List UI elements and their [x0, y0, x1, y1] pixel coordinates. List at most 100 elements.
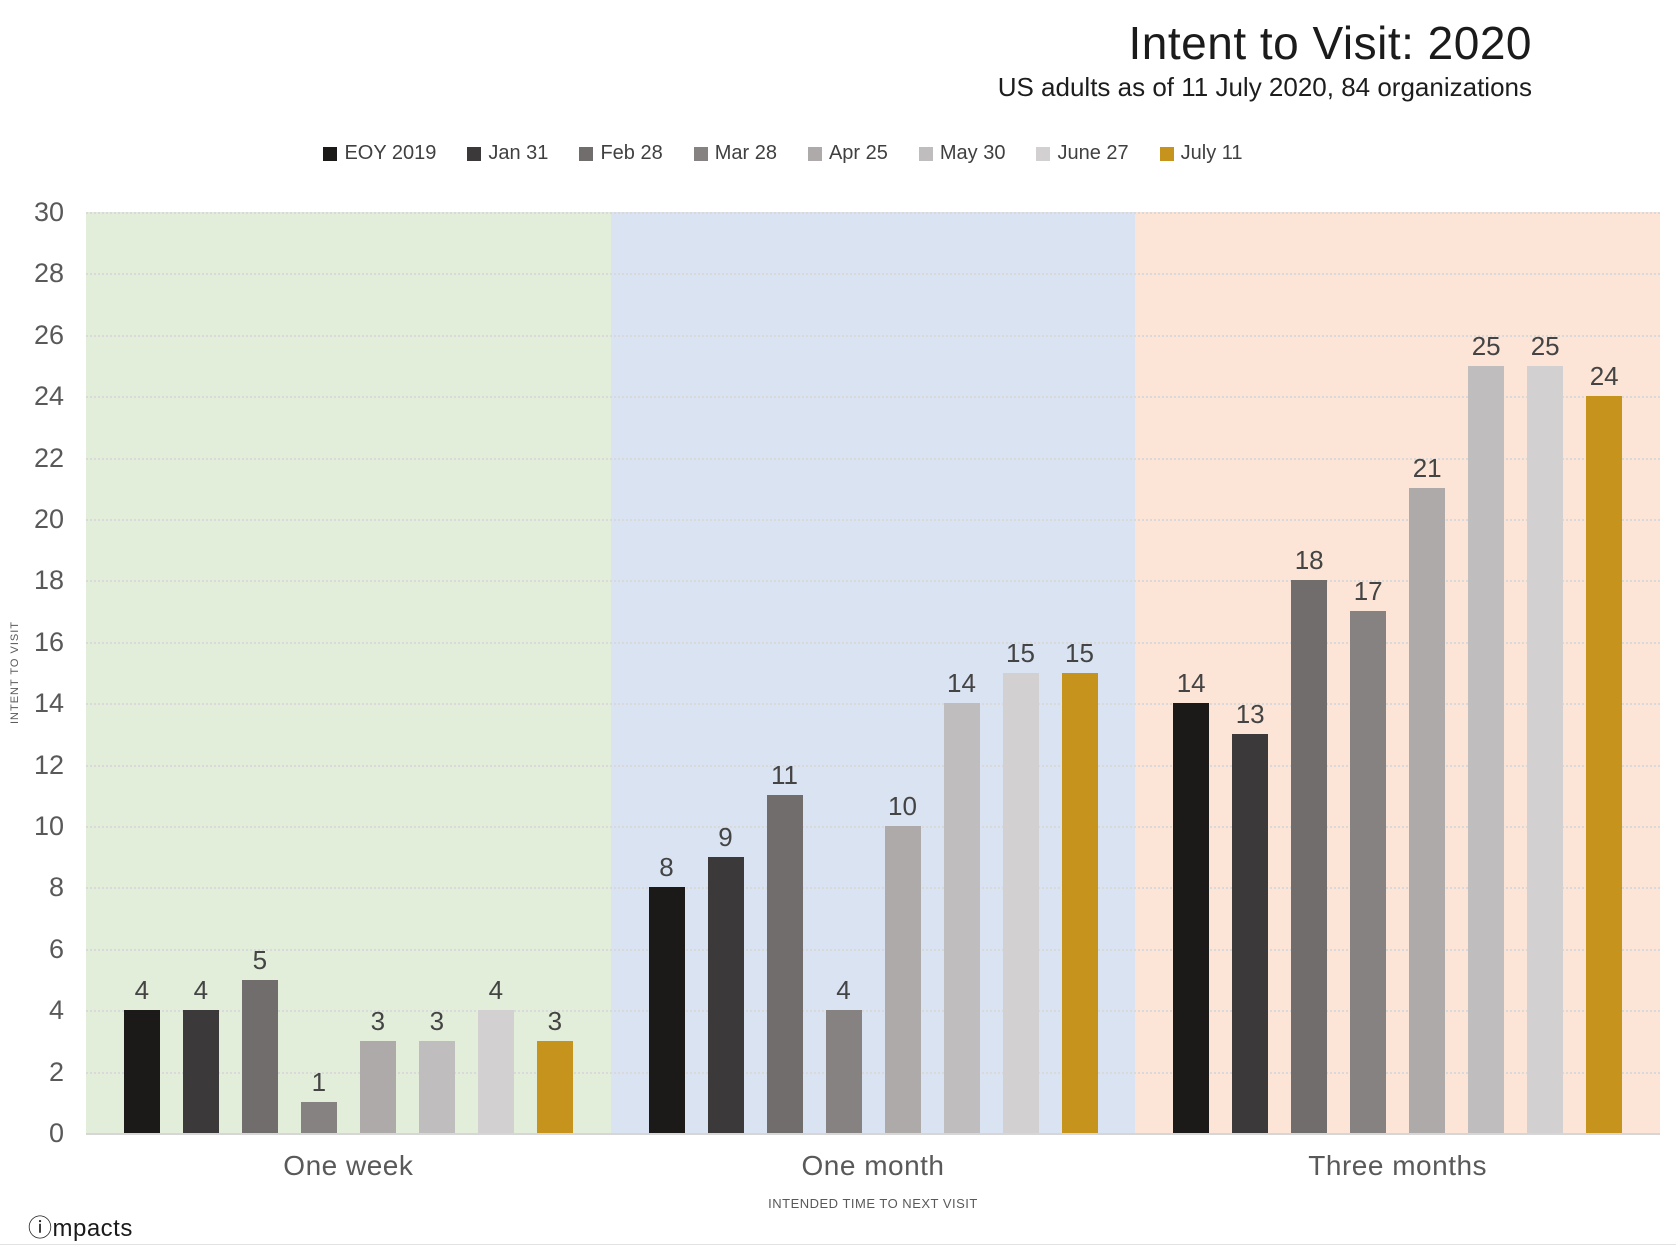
bar-june-27 [1002, 672, 1039, 1133]
y-tick-label: 10 [33, 811, 64, 841]
bar-mar-28 [300, 1102, 337, 1133]
bar-value-label: 15 [1006, 637, 1035, 668]
bar-july-11 [1061, 672, 1098, 1133]
legend-swatch-icon [467, 146, 482, 161]
x-category-label: One week [283, 1150, 414, 1181]
bar-column: 3 [359, 212, 396, 1133]
gridline [86, 1071, 1660, 1074]
y-tick-label: 8 [48, 872, 64, 903]
category-band-one-week [86, 212, 611, 1133]
y-axis-title: INTENT TO VISIT [9, 620, 21, 725]
gridline [86, 212, 1660, 214]
legend-swatch-icon [323, 146, 338, 161]
y-tick-label: 2 [48, 1056, 64, 1087]
legend-item: Apr 25 [807, 142, 888, 165]
bar-eoy-2019 [1173, 703, 1210, 1133]
bar-value-label: 11 [771, 760, 798, 791]
bar-value-label: 1 [311, 1067, 327, 1098]
bar-may-30 [418, 1040, 455, 1133]
bar-apr-25 [359, 1040, 396, 1133]
category-band-three-months [1135, 212, 1661, 1133]
y-tick-label: 16 [33, 626, 64, 657]
category-band-one-month [610, 212, 1136, 1133]
legend-label: Mar 28 [714, 142, 777, 164]
y-tick-label: 22 [33, 442, 64, 473]
y-tick-label: 4 [48, 995, 64, 1026]
legend-item: Feb 28 [579, 142, 663, 165]
legend-item: Jan 31 [467, 142, 548, 165]
bar-groups: 4 4 5 1 3 3 4 3 8 9 11 4 10 14 15 15 14 13 18 17 21 25 25 24 [86, 212, 1660, 1133]
bar-column: 24 [1586, 212, 1623, 1133]
gridlines [86, 212, 1660, 1135]
bar-column: 8 [648, 212, 685, 1133]
bar-value-label: 9 [718, 821, 733, 852]
bar-eoy-2019 [123, 1010, 160, 1133]
x-axis-title: INTENDED TIME TO NEXT VISIT [768, 1196, 978, 1211]
chart-subtitle: US adults as of 11 July 2020, 84 organiz… [997, 72, 1532, 102]
bar-feb-28 [241, 979, 278, 1133]
y-tick-label: 26 [33, 319, 64, 350]
bar-mar-28 [825, 1010, 862, 1133]
bar-value-label: 17 [1353, 576, 1383, 607]
gridline [86, 703, 1660, 706]
bar-column: 4 [825, 212, 862, 1133]
bar-may-30 [1468, 365, 1505, 1133]
bar-july-11 [536, 1040, 573, 1133]
bar-eoy-2019 [648, 887, 685, 1133]
y-tick-label: 12 [33, 749, 64, 780]
impacts-logo: ⓘmpacts [28, 1215, 133, 1242]
bar-jan-31 [707, 856, 744, 1133]
y-tick-label: 20 [33, 504, 64, 534]
bar-value-label: 10 [888, 791, 917, 821]
x-axis-baseline [86, 1133, 1660, 1135]
y-tick-label: 14 [33, 688, 64, 719]
gridline [86, 641, 1660, 644]
gridline [86, 457, 1660, 460]
bar-jan-31 [1232, 733, 1269, 1133]
bar-column: 21 [1409, 212, 1446, 1133]
legend: EOY 2019 Jan 31 Feb 28 Mar 28 Apr 25 May 30 Ju… [86, 142, 1660, 165]
bar-feb-28 [1291, 580, 1328, 1133]
bar-group-one-month: 8 9 11 4 10 14 15 15 [611, 212, 1136, 1133]
bar-june-27 [477, 1010, 514, 1133]
legend-swatch-icon [918, 146, 933, 161]
bar-value-label: 4 [488, 975, 504, 1006]
bar-mar-28 [1350, 611, 1387, 1133]
bar-value-label: 14 [1176, 668, 1206, 699]
bar-may-30 [943, 703, 980, 1133]
bar-group-one-week: 4 4 5 1 3 3 4 3 [86, 212, 611, 1133]
bar-column: 10 [884, 212, 921, 1133]
plot-area: 4 4 5 1 3 3 4 3 8 9 11 4 10 14 15 15 14 13 18 17 21 25 25 24 [86, 212, 1661, 1135]
y-tick-label: 6 [48, 933, 64, 964]
bar-column: 18 [1291, 212, 1328, 1133]
bar-apr-25 [1409, 488, 1446, 1133]
bar-value-label: 25 [1471, 330, 1501, 361]
y-tick-label: 28 [33, 258, 64, 289]
gridline [86, 396, 1660, 399]
bar-column: 3 [418, 212, 455, 1133]
category-bands [86, 212, 1661, 1133]
y-tick-label: 0 [48, 1118, 64, 1148]
legend-swatch-icon [807, 146, 822, 161]
bar-value-label: 4 [836, 975, 851, 1006]
gridline [86, 764, 1660, 767]
bar-value-label: 15 [1065, 637, 1094, 668]
bar-value-label: 4 [193, 975, 209, 1006]
bar-feb-28 [766, 795, 803, 1133]
bar-column: 11 [766, 212, 803, 1133]
legend-swatch-icon [579, 146, 594, 161]
bar-apr-25 [884, 826, 921, 1133]
bar-value-label: 18 [1294, 545, 1324, 576]
bar-value-label: 4 [134, 975, 150, 1006]
bar-column: 14 [943, 212, 980, 1133]
bar-column: 25 [1527, 212, 1564, 1133]
legend-swatch-icon [1159, 146, 1174, 161]
gridline [86, 273, 1660, 276]
bar-value-label: 5 [252, 944, 268, 975]
gridline [86, 826, 1660, 828]
gridline [86, 334, 1660, 337]
bar-value-label: 8 [659, 852, 674, 883]
x-axis-categories: One week One month Three months [86, 1150, 1660, 1182]
gridline [86, 519, 1660, 521]
legend-item: EOY 2019 [323, 142, 436, 165]
